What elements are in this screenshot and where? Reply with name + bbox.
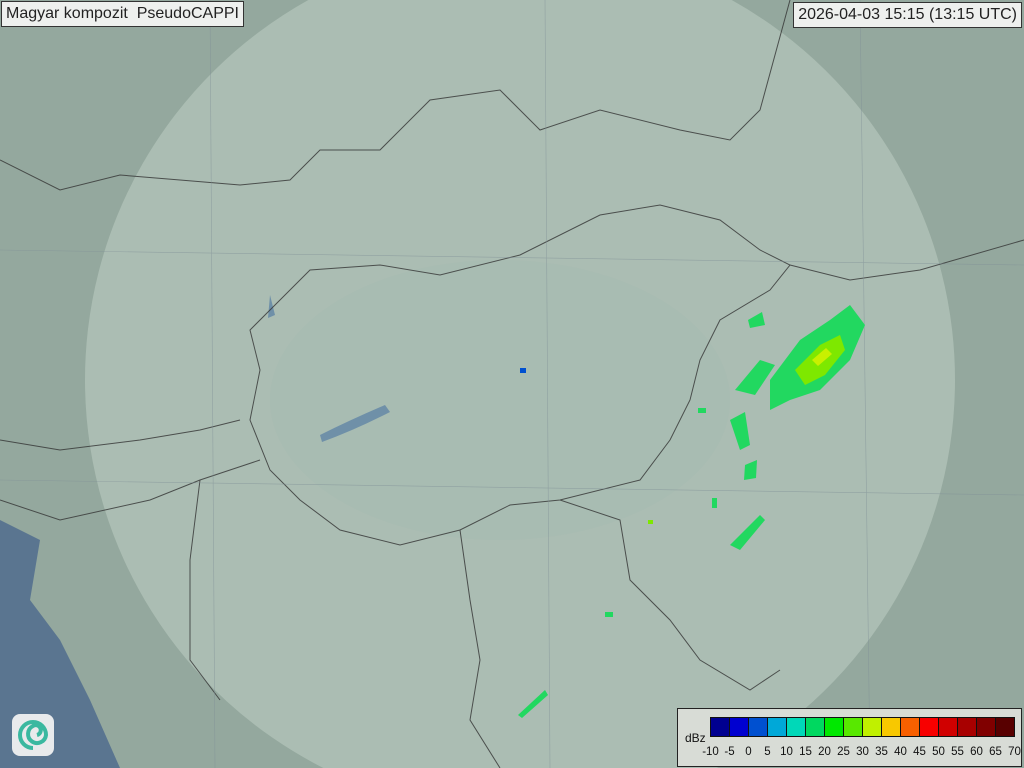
legend-color-cell <box>882 718 901 736</box>
legend-tick-label: -5 <box>724 746 735 758</box>
legend-tick-label: 70 <box>1008 746 1021 758</box>
adriatic-sea <box>0 520 120 768</box>
dbz-color-legend: dBz -10 -5 0 5 10 15 20 25 30 35 40 45 50 55 60 65 70 <box>677 708 1022 767</box>
legend-tick-label: 25 <box>837 746 850 758</box>
legend-tick-label: 20 <box>818 746 831 758</box>
legend-color-cell <box>920 718 939 736</box>
radar-coverage-area <box>84 0 956 768</box>
timestamp: 2026-04-03 15:15 (13:15 UTC) <box>793 2 1022 28</box>
legend-color-cell <box>863 718 882 736</box>
legend-color-scale <box>710 717 1015 737</box>
legend-tick-label: 0 <box>745 746 752 758</box>
legend-tick-label: 40 <box>894 746 907 758</box>
legend-color-cell <box>749 718 768 736</box>
legend-color-cell <box>844 718 863 736</box>
legend-color-cell <box>787 718 806 736</box>
great-plain <box>270 260 730 540</box>
legend-tick-label: 5 <box>764 746 771 758</box>
legend-tick-label: 30 <box>856 746 869 758</box>
legend-color-cell <box>996 718 1014 736</box>
lake-balaton <box>320 405 390 442</box>
legend-tick-label: 35 <box>875 746 888 758</box>
legend-tick-label: 65 <box>989 746 1002 758</box>
legend-color-cell <box>939 718 958 736</box>
legend-color-cell <box>977 718 996 736</box>
legend-unit: dBz <box>685 731 706 745</box>
legend-tick-label: 45 <box>913 746 926 758</box>
legend-tick-label: 50 <box>932 746 945 758</box>
legend-color-cell <box>825 718 844 736</box>
legend-tick-label: -10 <box>702 746 719 758</box>
swirl-logo-icon <box>12 714 54 756</box>
legend-color-cell <box>730 718 749 736</box>
legend-color-cell <box>806 718 825 736</box>
product-title: Magyar kompozit PseudoCAPPI <box>1 1 244 27</box>
radar-echoes <box>518 305 865 718</box>
legend-color-cell <box>711 718 730 736</box>
legend-tick-label: 60 <box>970 746 983 758</box>
legend-color-cell <box>768 718 787 736</box>
legend-color-cell <box>901 718 920 736</box>
legend-ticks: -10 -5 0 5 10 15 20 25 30 35 40 45 50 55 60 65 70 <box>702 745 1021 761</box>
legend-color-cell <box>958 718 977 736</box>
lake-neusiedl <box>268 295 275 318</box>
legend-tick-label: 55 <box>951 746 964 758</box>
legend-tick-label: 10 <box>780 746 793 758</box>
legend-tick-label: 15 <box>799 746 812 758</box>
